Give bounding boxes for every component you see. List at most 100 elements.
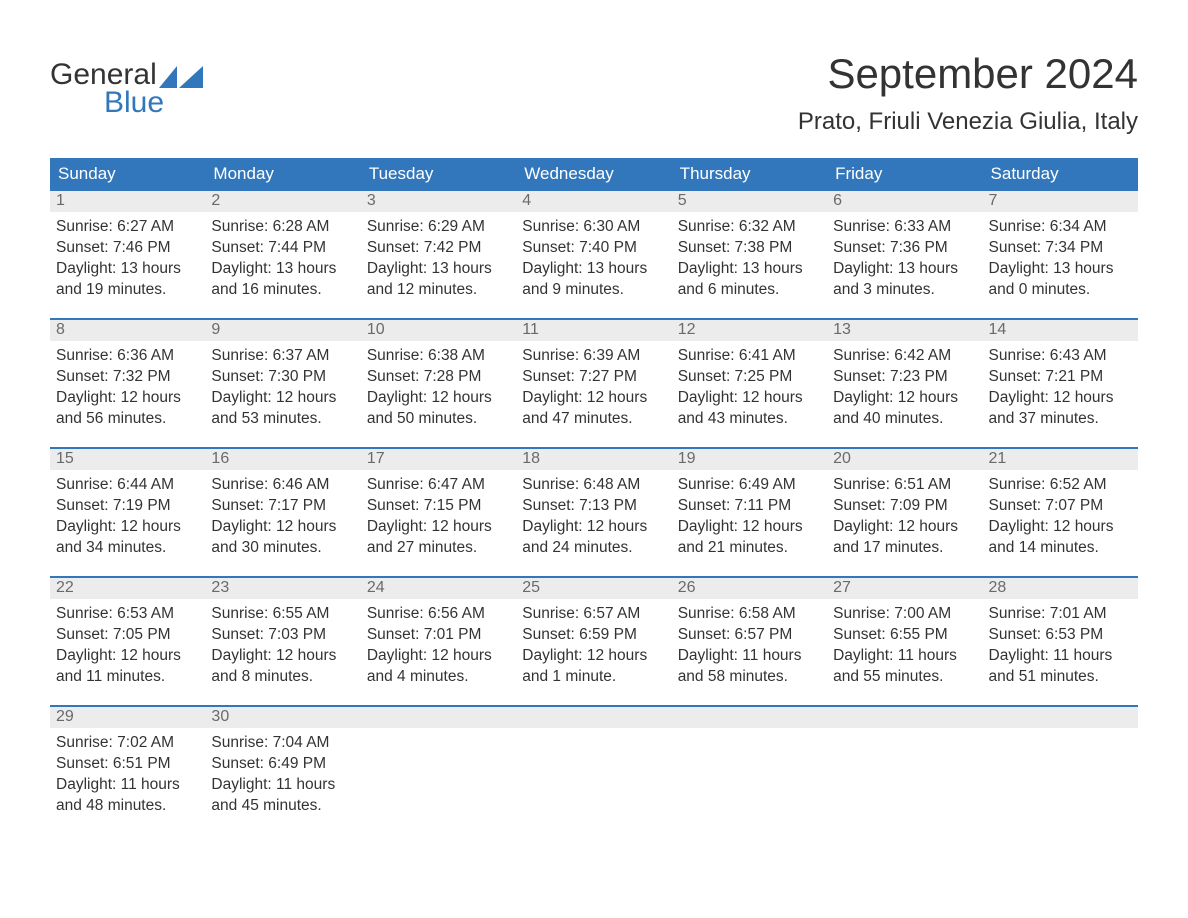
day-d1: Daylight: 11 hours <box>678 645 821 666</box>
day-sunset: Sunset: 7:42 PM <box>367 237 510 258</box>
day-sunset: Sunset: 7:27 PM <box>522 366 665 387</box>
day-sunrise: Sunrise: 6:36 AM <box>56 345 199 366</box>
day-d2: and 16 minutes. <box>211 279 354 300</box>
day-cell <box>983 705 1138 816</box>
day-sunrise: Sunrise: 6:27 AM <box>56 216 199 237</box>
day-cell: 5Sunrise: 6:32 AMSunset: 7:38 PMDaylight… <box>672 191 827 300</box>
day-d1: Daylight: 12 hours <box>367 516 510 537</box>
day-d2: and 11 minutes. <box>56 666 199 687</box>
day-d1: Daylight: 12 hours <box>56 387 199 408</box>
day-number: 7 <box>983 191 1138 212</box>
day-d2: and 50 minutes. <box>367 408 510 429</box>
location: Prato, Friuli Venezia Giulia, Italy <box>798 108 1138 136</box>
day-d2: and 43 minutes. <box>678 408 821 429</box>
day-cell: 24Sunrise: 6:56 AMSunset: 7:01 PMDayligh… <box>361 576 516 687</box>
day-cell: 16Sunrise: 6:46 AMSunset: 7:17 PMDayligh… <box>205 447 360 558</box>
day-body: Sunrise: 7:02 AMSunset: 6:51 PMDaylight:… <box>50 728 205 816</box>
day-body: Sunrise: 6:33 AMSunset: 7:36 PMDaylight:… <box>827 212 982 300</box>
day-d2: and 3 minutes. <box>833 279 976 300</box>
day-number: 5 <box>672 191 827 212</box>
day-cell: 15Sunrise: 6:44 AMSunset: 7:19 PMDayligh… <box>50 447 205 558</box>
day-sunset: Sunset: 7:09 PM <box>833 495 976 516</box>
day-body: Sunrise: 6:43 AMSunset: 7:21 PMDaylight:… <box>983 341 1138 429</box>
day-d2: and 24 minutes. <box>522 537 665 558</box>
day-cell: 19Sunrise: 6:49 AMSunset: 7:11 PMDayligh… <box>672 447 827 558</box>
day-sunset: Sunset: 7:36 PM <box>833 237 976 258</box>
week-row: 8Sunrise: 6:36 AMSunset: 7:32 PMDaylight… <box>50 318 1138 429</box>
day-sunrise: Sunrise: 6:58 AM <box>678 603 821 624</box>
day-d1: Daylight: 12 hours <box>367 645 510 666</box>
day-number: 24 <box>361 576 516 599</box>
day-d1: Daylight: 12 hours <box>522 645 665 666</box>
day-body: Sunrise: 7:01 AMSunset: 6:53 PMDaylight:… <box>983 599 1138 687</box>
day-body: Sunrise: 6:32 AMSunset: 7:38 PMDaylight:… <box>672 212 827 300</box>
day-sunset: Sunset: 6:53 PM <box>989 624 1132 645</box>
day-sunset: Sunset: 7:44 PM <box>211 237 354 258</box>
day-cell: 26Sunrise: 6:58 AMSunset: 6:57 PMDayligh… <box>672 576 827 687</box>
day-d1: Daylight: 13 hours <box>678 258 821 279</box>
day-number: 14 <box>983 318 1138 341</box>
day-cell <box>361 705 516 816</box>
day-number: 18 <box>516 447 671 470</box>
day-sunrise: Sunrise: 6:47 AM <box>367 474 510 495</box>
day-body: Sunrise: 6:46 AMSunset: 7:17 PMDaylight:… <box>205 470 360 558</box>
day-sunset: Sunset: 7:07 PM <box>989 495 1132 516</box>
day-d2: and 45 minutes. <box>211 795 354 816</box>
day-d1: Daylight: 12 hours <box>833 387 976 408</box>
day-sunset: Sunset: 6:49 PM <box>211 753 354 774</box>
day-name-row: Sunday Monday Tuesday Wednesday Thursday… <box>50 158 1138 191</box>
day-number: 22 <box>50 576 205 599</box>
day-d1: Daylight: 12 hours <box>211 516 354 537</box>
day-body: Sunrise: 7:04 AMSunset: 6:49 PMDaylight:… <box>205 728 360 816</box>
day-sunrise: Sunrise: 6:43 AM <box>989 345 1132 366</box>
day-number: 20 <box>827 447 982 470</box>
day-d1: Daylight: 13 hours <box>522 258 665 279</box>
day-sunrise: Sunrise: 6:34 AM <box>989 216 1132 237</box>
day-number: 13 <box>827 318 982 341</box>
header: General Blue September 2024 Prato, Friul… <box>50 50 1138 136</box>
day-cell: 1Sunrise: 6:27 AMSunset: 7:46 PMDaylight… <box>50 191 205 300</box>
day-d1: Daylight: 12 hours <box>678 387 821 408</box>
day-sunset: Sunset: 7:25 PM <box>678 366 821 387</box>
day-d2: and 40 minutes. <box>833 408 976 429</box>
day-body: Sunrise: 6:55 AMSunset: 7:03 PMDaylight:… <box>205 599 360 687</box>
day-cell: 3Sunrise: 6:29 AMSunset: 7:42 PMDaylight… <box>361 191 516 300</box>
day-cell: 17Sunrise: 6:47 AMSunset: 7:15 PMDayligh… <box>361 447 516 558</box>
day-body: Sunrise: 6:27 AMSunset: 7:46 PMDaylight:… <box>50 212 205 300</box>
day-sunrise: Sunrise: 6:55 AM <box>211 603 354 624</box>
day-body: Sunrise: 6:51 AMSunset: 7:09 PMDaylight:… <box>827 470 982 558</box>
day-d1: Daylight: 11 hours <box>211 774 354 795</box>
day-sunrise: Sunrise: 6:38 AM <box>367 345 510 366</box>
day-sunrise: Sunrise: 7:04 AM <box>211 732 354 753</box>
day-sunset: Sunset: 7:17 PM <box>211 495 354 516</box>
day-sunset: Sunset: 6:51 PM <box>56 753 199 774</box>
day-d1: Daylight: 12 hours <box>211 645 354 666</box>
day-sunset: Sunset: 7:05 PM <box>56 624 199 645</box>
dayname-sat: Saturday <box>983 158 1138 191</box>
day-number: 8 <box>50 318 205 341</box>
day-cell: 13Sunrise: 6:42 AMSunset: 7:23 PMDayligh… <box>827 318 982 429</box>
day-sunrise: Sunrise: 6:57 AM <box>522 603 665 624</box>
day-sunrise: Sunrise: 6:37 AM <box>211 345 354 366</box>
month-title: September 2024 <box>798 50 1138 98</box>
day-body: Sunrise: 6:47 AMSunset: 7:15 PMDaylight:… <box>361 470 516 558</box>
day-d1: Daylight: 13 hours <box>833 258 976 279</box>
day-number: 16 <box>205 447 360 470</box>
day-d2: and 21 minutes. <box>678 537 821 558</box>
day-sunset: Sunset: 7:21 PM <box>989 366 1132 387</box>
day-sunrise: Sunrise: 6:53 AM <box>56 603 199 624</box>
day-d2: and 56 minutes. <box>56 408 199 429</box>
day-cell: 14Sunrise: 6:43 AMSunset: 7:21 PMDayligh… <box>983 318 1138 429</box>
day-number <box>516 705 671 728</box>
day-sunrise: Sunrise: 6:56 AM <box>367 603 510 624</box>
day-body: Sunrise: 6:38 AMSunset: 7:28 PMDaylight:… <box>361 341 516 429</box>
week-row: 22 Sunrise: 6:53 AMSunset: 7:05 PM Dayligh… <box>50 576 1138 687</box>
week-row: 15Sunrise: 6:44 AMSunset: 7:19 PMDayligh… <box>50 447 1138 558</box>
day-body <box>983 728 1138 788</box>
day-d2: and 30 minutes. <box>211 537 354 558</box>
day-body: Sunrise: 6:42 AMSunset: 7:23 PMDaylight:… <box>827 341 982 429</box>
day-number <box>827 705 982 728</box>
day-sunrise: Sunrise: 7:00 AM <box>833 603 976 624</box>
day-body <box>361 728 516 788</box>
day-sunset: Sunset: 7:34 PM <box>989 237 1132 258</box>
